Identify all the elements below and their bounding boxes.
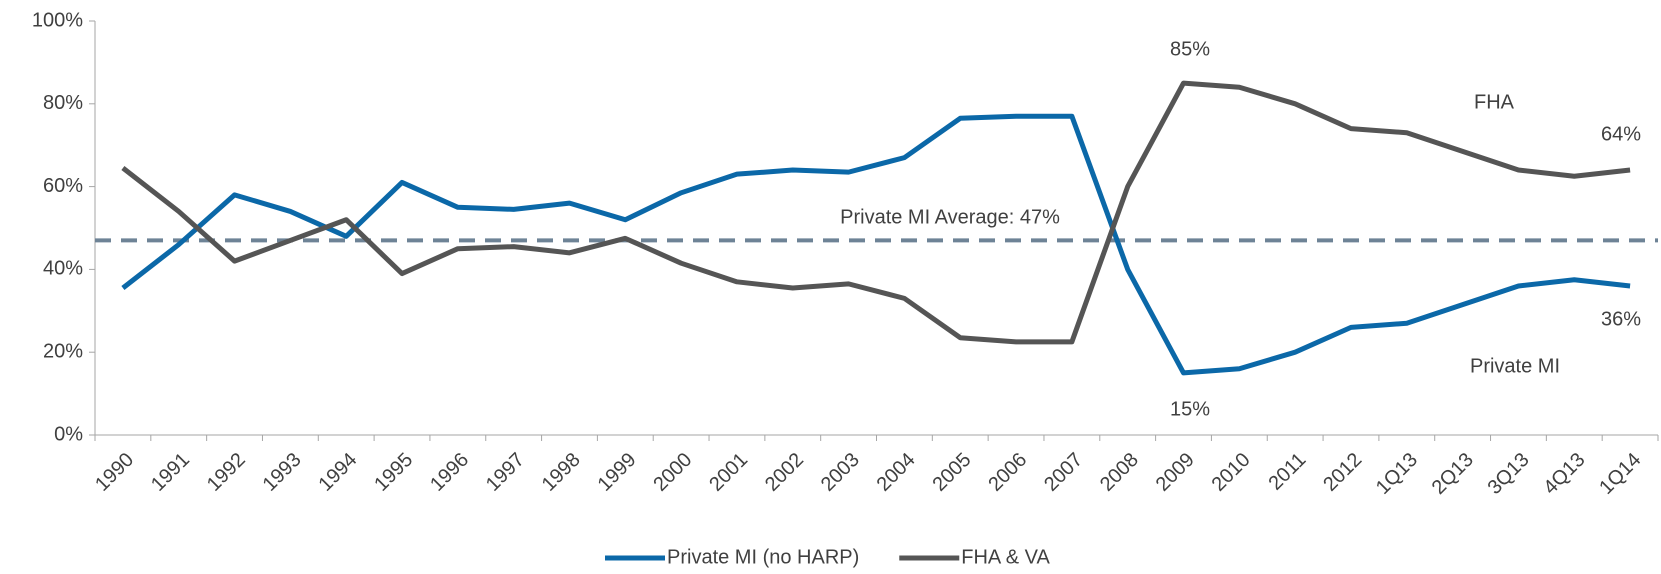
average-label: Private MI Average: 47%	[840, 207, 1060, 229]
x-tick-label: 2009	[1152, 449, 1199, 496]
y-tick-label: 60%	[43, 175, 83, 197]
x-tick-label: 1Q13	[1372, 449, 1422, 499]
x-tick-label: 2006	[984, 449, 1031, 496]
y-tick-label: 100%	[32, 9, 83, 31]
x-tick-label: 1998	[538, 449, 585, 496]
x-tick-label: 1993	[259, 449, 306, 496]
x-tick-label: 2000	[649, 449, 696, 496]
legend-label: FHA & VA	[961, 546, 1050, 568]
x-tick-label: 1994	[314, 449, 361, 496]
annotation: Private MI	[1470, 355, 1560, 377]
x-tick-label: 2001	[705, 449, 752, 496]
x-tick-label: 2005	[928, 449, 975, 496]
x-tick-label: 1992	[203, 449, 250, 496]
annotation: 85%	[1170, 38, 1210, 60]
annotation: 64%	[1601, 123, 1641, 145]
x-tick-label: 2002	[761, 449, 808, 496]
legend-label: Private MI (no HARP)	[667, 546, 859, 568]
x-tick-label: 2011	[1264, 449, 1310, 495]
x-tick-label: 1991	[147, 449, 194, 496]
x-tick-label: 2008	[1096, 449, 1143, 496]
annotation: FHA	[1474, 91, 1515, 113]
x-tick-label: 1995	[370, 449, 417, 496]
x-tick-label: 1999	[594, 449, 641, 496]
series-line	[121, 80, 1631, 345]
y-tick-label: 20%	[43, 340, 83, 362]
x-tick-label: 2010	[1208, 449, 1255, 496]
annotation: 36%	[1601, 308, 1641, 330]
x-tick-label: 2Q13	[1428, 449, 1478, 499]
x-tick-label: 3Q13	[1484, 449, 1534, 499]
x-tick-label: 1996	[426, 449, 473, 496]
x-tick-label: 1Q14	[1595, 449, 1645, 499]
y-tick-label: 40%	[43, 258, 83, 280]
y-tick-label: 0%	[54, 423, 83, 445]
x-tick-label: 1990	[91, 449, 138, 496]
x-tick-label: 2004	[873, 449, 920, 496]
series-line	[121, 113, 1631, 376]
x-tick-label: 4Q13	[1539, 449, 1589, 499]
x-tick-label: 2003	[817, 449, 864, 496]
x-tick-label: 1997	[482, 449, 529, 496]
x-tick-label: 2007	[1040, 449, 1087, 496]
annotation: 15%	[1170, 398, 1210, 420]
x-tick-label: 2012	[1319, 449, 1366, 496]
y-tick-label: 80%	[43, 92, 83, 114]
